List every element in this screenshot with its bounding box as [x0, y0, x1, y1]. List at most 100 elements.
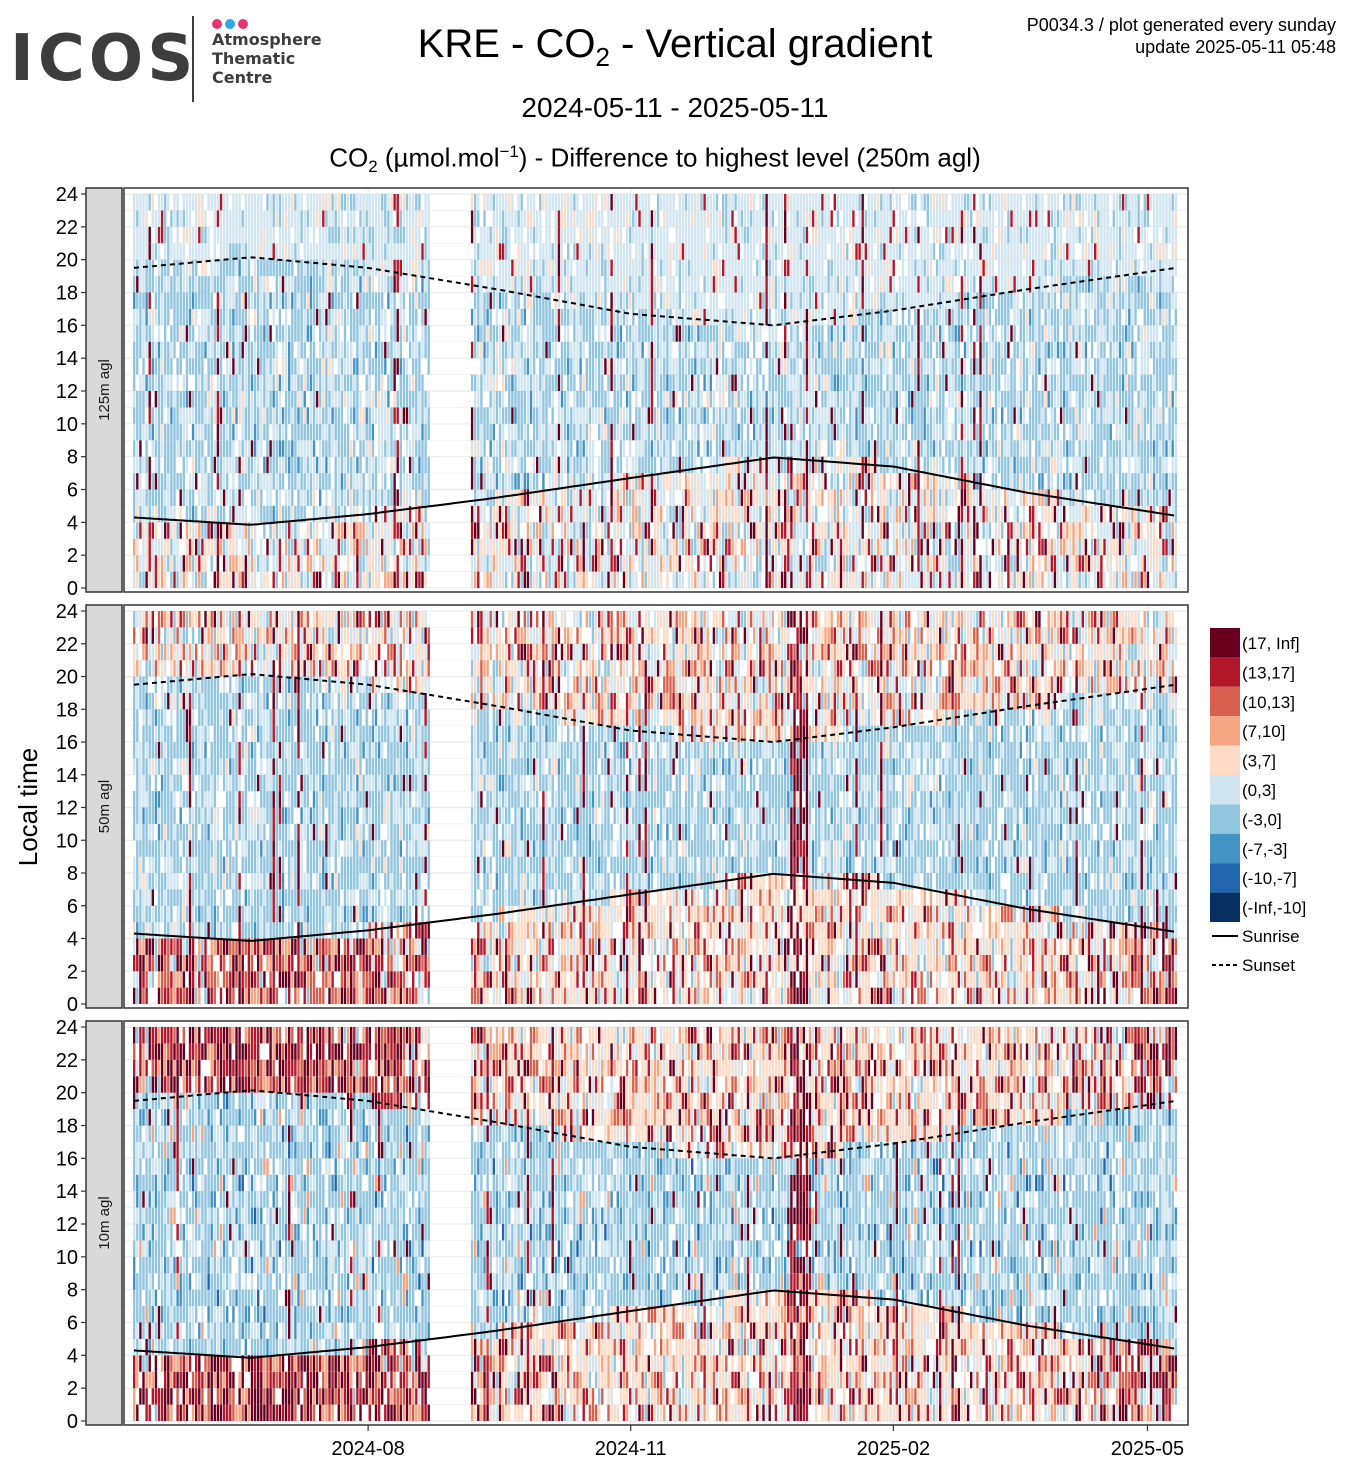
- heatmap-cell: [344, 358, 346, 374]
- heatmap-cell: [223, 309, 225, 325]
- heatmap-cell: [530, 539, 532, 555]
- heatmap-cell: [688, 555, 690, 571]
- heatmap-cell: [744, 572, 746, 588]
- heatmap-cell: [778, 407, 780, 423]
- heatmap-cell: [350, 457, 352, 473]
- heatmap-cell: [263, 210, 265, 226]
- heatmap-cell: [552, 276, 554, 292]
- heatmap-cell: [335, 473, 337, 489]
- heatmap-cell: [868, 424, 870, 440]
- heatmap-cell: [263, 522, 265, 538]
- heatmap-cell: [421, 424, 423, 440]
- heatmap-cell: [136, 473, 138, 489]
- heatmap-cell: [477, 325, 479, 341]
- heatmap-cell: [604, 407, 606, 423]
- heatmap-cell: [347, 375, 349, 391]
- heatmap-cell: [375, 490, 377, 506]
- heatmap-cell: [796, 260, 798, 276]
- heatmap-cell: [713, 293, 715, 309]
- heatmap-cell: [412, 473, 414, 489]
- heatmap-cell: [288, 522, 290, 538]
- heatmap-cell: [697, 490, 699, 506]
- heatmap-cell: [722, 424, 724, 440]
- heatmap-cell: [527, 227, 529, 243]
- heatmap-cell: [679, 407, 681, 423]
- heatmap-cell: [772, 276, 774, 292]
- heatmap-cell: [787, 555, 789, 571]
- heatmap-cell: [796, 243, 798, 259]
- heatmap-cell: [666, 210, 668, 226]
- heatmap-cell: [558, 391, 560, 407]
- heatmap-cell: [610, 539, 612, 555]
- heatmap-cell: [214, 506, 216, 522]
- heatmap-cell: [809, 325, 811, 341]
- heatmap-cell: [238, 473, 240, 489]
- heatmap-cell: [235, 539, 237, 555]
- heatmap-cell: [579, 375, 581, 391]
- heatmap-cell: [338, 490, 340, 506]
- heatmap-cell: [707, 407, 709, 423]
- heatmap-cell: [390, 457, 392, 473]
- heatmap-cell: [657, 375, 659, 391]
- heatmap-cell: [781, 358, 783, 374]
- heatmap-cell: [517, 539, 519, 555]
- heatmap-cell: [555, 572, 557, 588]
- heatmap-cell: [192, 358, 194, 374]
- heatmap-cell: [555, 342, 557, 358]
- heatmap-cell: [610, 457, 612, 473]
- heatmap-cell: [229, 391, 231, 407]
- heatmap-cell: [486, 407, 488, 423]
- heatmap-cell: [607, 506, 609, 522]
- heatmap-cell: [725, 194, 727, 210]
- heatmap-cell: [592, 457, 594, 473]
- heatmap-cell: [765, 473, 767, 489]
- heatmap-cell: [632, 276, 634, 292]
- heatmap-cell: [703, 555, 705, 571]
- heatmap-cell: [300, 309, 302, 325]
- heatmap-cell: [300, 342, 302, 358]
- heatmap-cell: [291, 440, 293, 456]
- heatmap-cell: [235, 309, 237, 325]
- heatmap-cell: [350, 293, 352, 309]
- heatmap-cell: [601, 407, 603, 423]
- heatmap-cell: [198, 555, 200, 571]
- heatmap-cell: [139, 490, 141, 506]
- heatmap-cell: [710, 210, 712, 226]
- heatmap-cell: [756, 473, 758, 489]
- heatmap-cell: [158, 309, 160, 325]
- heatmap-cell: [778, 490, 780, 506]
- heatmap-cell: [852, 375, 854, 391]
- heatmap-cell: [657, 194, 659, 210]
- heatmap-cell: [331, 227, 333, 243]
- heatmap-cell: [133, 375, 135, 391]
- heatmap-cell: [428, 424, 430, 440]
- heatmap-cell: [362, 227, 364, 243]
- heatmap-cell: [787, 473, 789, 489]
- heatmap-cell: [666, 457, 668, 473]
- heatmap-cell: [598, 342, 600, 358]
- heatmap-cell: [707, 276, 709, 292]
- heatmap-cell: [775, 309, 777, 325]
- heatmap-cell: [545, 260, 547, 276]
- heatmap-cell: [276, 325, 278, 341]
- heatmap-cell: [319, 358, 321, 374]
- heatmap-cell: [682, 276, 684, 292]
- heatmap-cell: [328, 210, 330, 226]
- heatmap-cell: [406, 522, 408, 538]
- heatmap-cell: [505, 276, 507, 292]
- heatmap-cell: [310, 473, 312, 489]
- heatmap-cell: [790, 227, 792, 243]
- heatmap-cell: [424, 391, 426, 407]
- heatmap-cell: [424, 276, 426, 292]
- heatmap-cell: [158, 407, 160, 423]
- heatmap-cell: [530, 309, 532, 325]
- heatmap-cell: [548, 194, 550, 210]
- heatmap-cell: [533, 539, 535, 555]
- heatmap-cell: [598, 260, 600, 276]
- heatmap-cell: [691, 260, 693, 276]
- heatmap-cell: [697, 555, 699, 571]
- heatmap-cell: [744, 194, 746, 210]
- heatmap-cell: [496, 539, 498, 555]
- heatmap-cell: [167, 309, 169, 325]
- heatmap-cell: [657, 522, 659, 538]
